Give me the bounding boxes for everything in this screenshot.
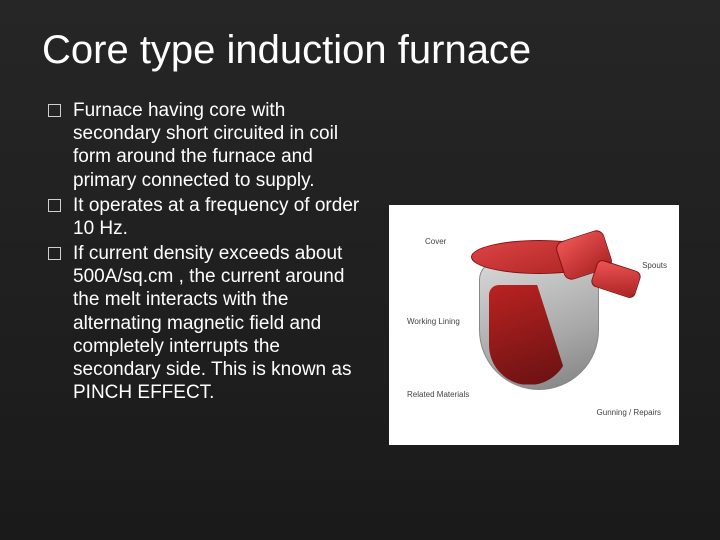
list-item: If current density exceeds about 500A/sq… (48, 242, 368, 404)
list-item: It operates at a frequency of order 10 H… (48, 194, 368, 240)
bullet-text: If current density exceeds about 500A/sq… (73, 242, 368, 404)
diagram-label-cover: Cover (425, 237, 446, 246)
content-row: Furnace having core with secondary short… (48, 99, 682, 510)
checkbox-icon (48, 199, 61, 212)
list-item: Furnace having core with secondary short… (48, 99, 368, 192)
bullet-text: It operates at a frequency of order 10 H… (73, 194, 368, 240)
page-title: Core type induction furnace (42, 28, 682, 73)
diagram-label-spout: Spouts (642, 261, 667, 270)
diagram-label-lining: Working Lining (407, 317, 460, 326)
checkbox-icon (48, 104, 61, 117)
bullet-list: Furnace having core with secondary short… (48, 99, 368, 404)
bullet-text: Furnace having core with secondary short… (73, 99, 368, 192)
furnace-diagram: Cover Spouts Working Lining Related Mate… (389, 205, 679, 445)
diagram-label-materials: Related Materials (407, 390, 469, 399)
image-column: Cover Spouts Working Lining Related Mate… (386, 99, 682, 510)
diagram-label-gunning: Gunning / Repairs (597, 408, 661, 417)
slide: Core type induction furnace Furnace havi… (0, 0, 720, 540)
text-column: Furnace having core with secondary short… (48, 99, 368, 510)
checkbox-icon (48, 247, 61, 260)
